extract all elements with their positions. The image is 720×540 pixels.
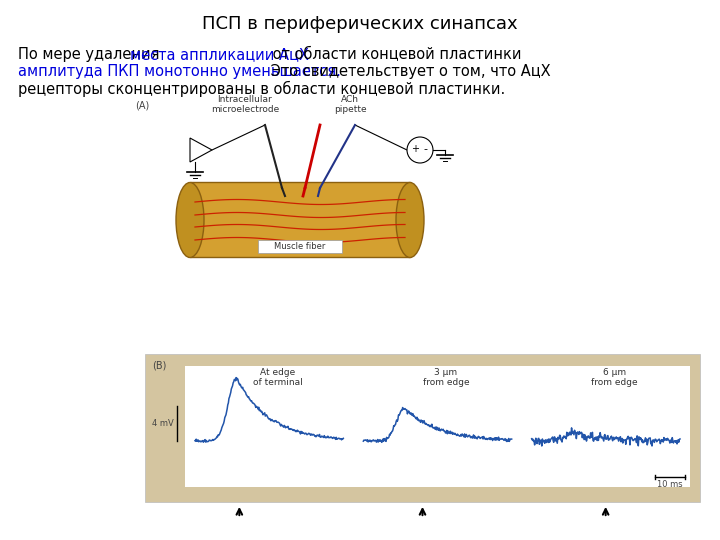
Text: -: - bbox=[423, 144, 427, 154]
Text: ACh
pipette: ACh pipette bbox=[333, 95, 366, 114]
Circle shape bbox=[407, 137, 433, 163]
Polygon shape bbox=[190, 138, 212, 162]
Text: (A): (A) bbox=[135, 100, 149, 110]
Text: Muscle fiber: Muscle fiber bbox=[274, 242, 325, 251]
Text: По мере удаления: По мере удаления bbox=[18, 47, 164, 62]
Text: 4 mV: 4 mV bbox=[152, 419, 174, 428]
Text: рецепторы сконцентрированы в области концевой пластинки.: рецепторы сконцентрированы в области кон… bbox=[18, 81, 505, 97]
Text: ПСП в периферических синапсах: ПСП в периферических синапсах bbox=[202, 15, 518, 33]
Bar bbox=[145, 354, 700, 502]
Text: 3 μm
from edge: 3 μm from edge bbox=[423, 368, 469, 387]
Text: +: + bbox=[411, 144, 419, 154]
Bar bbox=[190, 182, 410, 257]
Text: амплитуда ПКП монотонно уменьшается.: амплитуда ПКП монотонно уменьшается. bbox=[18, 64, 341, 79]
Text: (B): (B) bbox=[152, 361, 166, 371]
Ellipse shape bbox=[176, 183, 204, 258]
Text: Intracellular
microelectrode: Intracellular microelectrode bbox=[211, 95, 279, 114]
Text: 6 μm
from edge: 6 μm from edge bbox=[591, 368, 638, 387]
Text: At edge
of terminal: At edge of terminal bbox=[253, 368, 302, 387]
Bar bbox=[258, 240, 342, 253]
Bar bbox=[185, 366, 690, 487]
Text: 10 ms: 10 ms bbox=[657, 480, 683, 489]
Text: Это свидетельствует о том, что АцХ: Это свидетельствует о том, что АцХ bbox=[266, 64, 551, 79]
Text: места аппликации АцХ: места аппликации АцХ bbox=[130, 47, 309, 62]
Text: от области концевой пластинки: от области концевой пластинки bbox=[268, 47, 521, 62]
Ellipse shape bbox=[396, 183, 424, 258]
